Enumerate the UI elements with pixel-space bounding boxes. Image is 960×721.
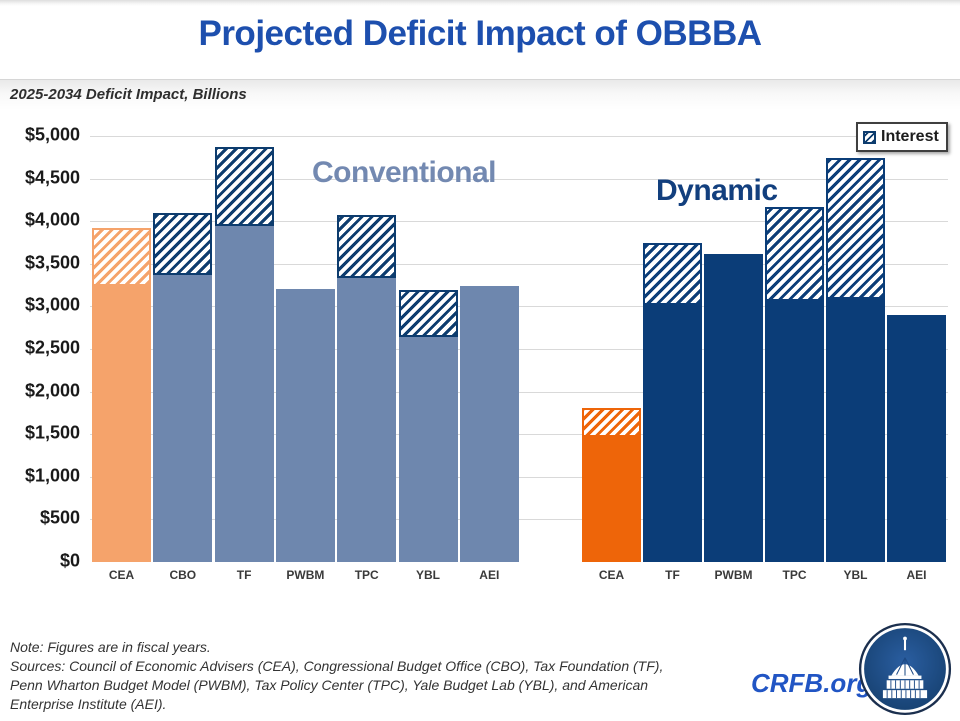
page-title: Projected Deficit Impact of OBBBA: [198, 14, 762, 53]
gridline: [90, 221, 948, 223]
bar-dynamic-cea-interest: [582, 407, 641, 437]
gridline: [90, 349, 948, 350]
x-axis-tick-label: TPC: [354, 568, 379, 582]
x-axis-tick-label: TF: [236, 568, 252, 582]
y-axis-tick-label: $1,000: [24, 465, 80, 486]
chart-subtitle: 2025-2034 Deficit Impact, Billions: [10, 86, 247, 103]
bar-conventional-cbo-primary: [153, 274, 213, 562]
y-axis-tick-label: $3,500: [24, 252, 80, 273]
x-axis-tick-label: TF: [665, 568, 680, 582]
bar-conventional-cea-primary: [92, 285, 151, 562]
y-axis-tick-label: $3,000: [24, 294, 80, 315]
gridline: [90, 391, 948, 393]
y-axis-tick-label: $2,500: [24, 337, 80, 358]
bar-conventional-tf-primary: [214, 226, 274, 562]
bar-conventional-tpc-primary: [337, 278, 397, 562]
bar-dynamic-pwbm-primary: [704, 253, 763, 562]
capitol-dome-icon: [858, 622, 952, 716]
y-axis-tick-label: $500: [39, 507, 80, 528]
bar-dynamic-ybl-primary: [826, 298, 885, 562]
crfb-logo[interactable]: [858, 622, 952, 716]
gridline: [90, 476, 948, 478]
bar-dynamic-ybl-interest: [826, 158, 885, 299]
bar-dynamic-tf-interest: [643, 243, 702, 305]
plot-area: CEA CBO TF PWBM TPC YBL AEI CEA TF PWBM TPC YBL AEI: [90, 136, 948, 582]
x-axis-tick-label: YBL: [416, 568, 440, 582]
y-axis-tick-label: $2,000: [24, 380, 80, 401]
y-axis-tick-label: $0: [59, 550, 80, 571]
footer-note: Note: Figures are in fiscal years. Sourc…: [10, 638, 675, 714]
gridline: [90, 136, 948, 137]
conventional-group-label: Conventional: [312, 156, 497, 189]
gridline: [90, 306, 948, 308]
bar-conventional-pwbm-primary: [275, 289, 335, 562]
sources-text: Sources: Council of Economic Advisers (C…: [10, 658, 664, 713]
bar-conventional-ybl-primary: [398, 337, 458, 562]
bar-dynamic-tpc-primary: [765, 301, 824, 562]
bar-conventional-ybl-interest: [398, 290, 458, 338]
y-axis-tick-label: $5,000: [24, 124, 80, 145]
bar-conventional-cea-interest: [92, 228, 151, 286]
bar-conventional-tpc-interest: [337, 215, 397, 279]
x-axis-tick-label: PWBM: [286, 568, 325, 582]
x-axis-tick-label: AEI: [479, 568, 500, 582]
bar-conventional-tf-interest: [214, 147, 274, 227]
x-axis-tick-label: CEA: [108, 568, 135, 582]
top-edge-gradient: [0, 0, 960, 6]
subtitle-band: 2025-2034 Deficit Impact, Billions: [0, 79, 960, 110]
bar-conventional-cbo-interest: [153, 212, 213, 275]
bar-dynamic-cea-primary: [582, 436, 641, 562]
x-axis-tick-label: AEI: [906, 568, 927, 582]
x-axis-tick-label: CBO: [169, 568, 197, 582]
x-axis-tick-label: PWBM: [714, 568, 753, 582]
crfb-link[interactable]: CRFB.org: [751, 668, 873, 698]
bar-dynamic-aei-primary: [887, 314, 946, 562]
interest-hatch-swatch-icon: [863, 130, 876, 144]
x-axis-tick-label: YBL: [843, 568, 868, 582]
legend: Interest: [856, 122, 948, 152]
gridline: [90, 263, 948, 265]
y-axis-tick-label: $4,500: [24, 167, 80, 188]
gridline: [90, 178, 948, 180]
x-axis-tick-label: CEA: [598, 568, 625, 582]
legend-label: Interest: [881, 128, 939, 145]
note-text: Note: Figures are in fiscal years.: [10, 639, 211, 655]
bar-conventional-aei-primary: [459, 285, 519, 562]
gridline: [90, 519, 948, 521]
y-axis-tick-label: $4,000: [24, 209, 80, 230]
bar-dynamic-tf-primary: [643, 304, 702, 562]
dynamic-group-label: Dynamic: [656, 174, 778, 207]
x-axis-tick-label: TPC: [782, 568, 807, 582]
bar-dynamic-tpc-interest: [765, 206, 824, 302]
y-axis-tick-label: $1,500: [24, 422, 80, 443]
gridline: [90, 434, 948, 436]
